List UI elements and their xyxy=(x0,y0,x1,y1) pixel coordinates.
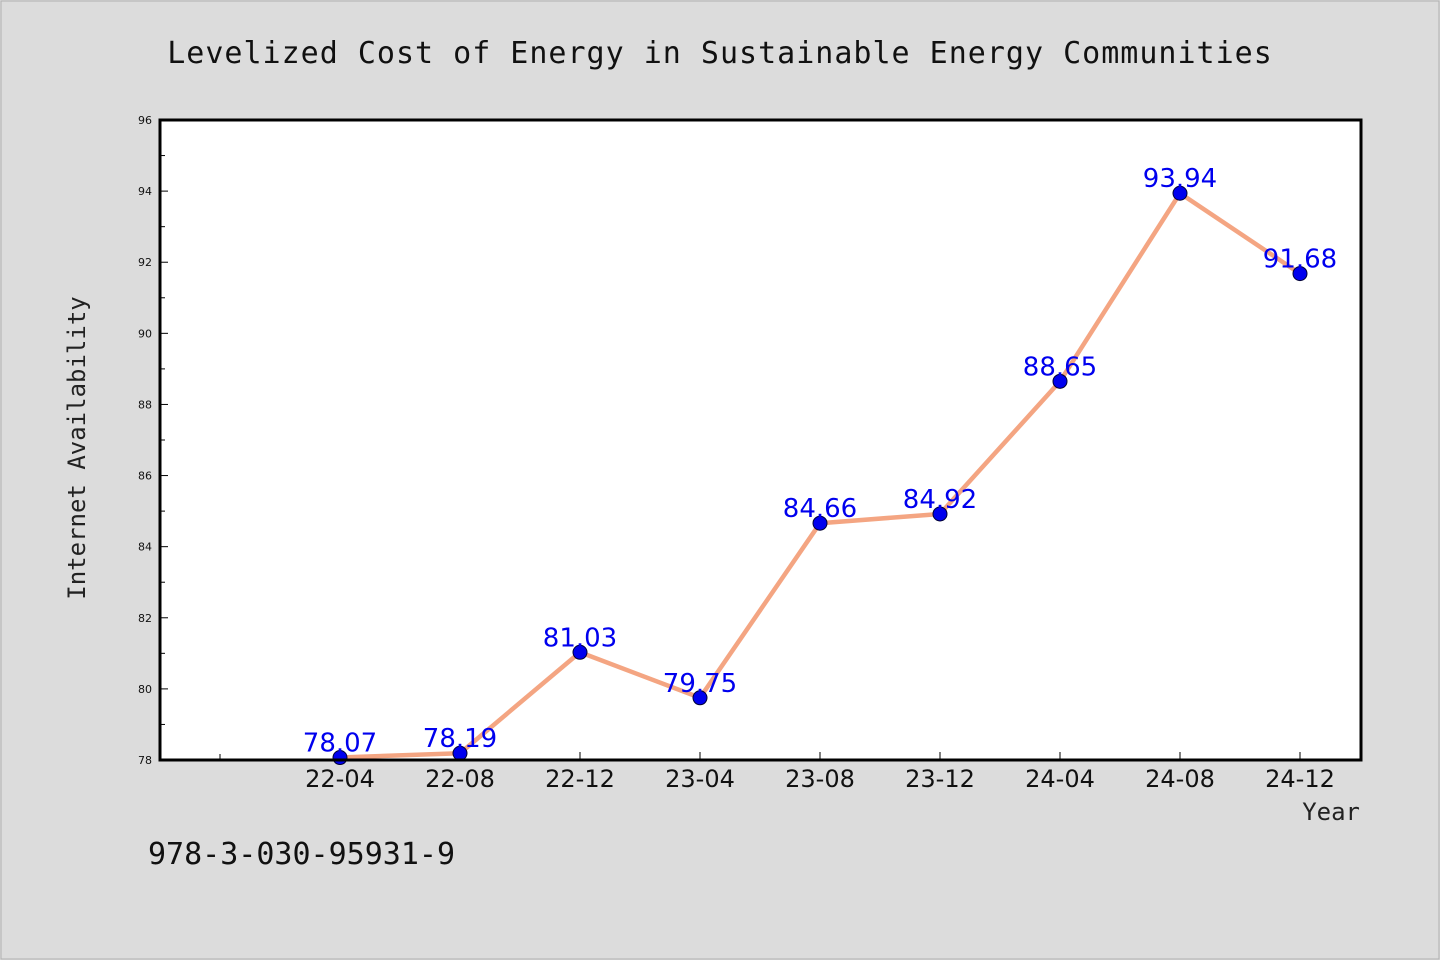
x-tick-label: 24-12 xyxy=(1265,765,1335,793)
y-tick-label: 94 xyxy=(138,185,152,198)
data-label: 88.65 xyxy=(1023,352,1097,382)
y-tick-label: 82 xyxy=(138,612,152,625)
data-point xyxy=(692,690,708,706)
data-point xyxy=(1292,266,1308,282)
y-tick-label: 96 xyxy=(138,114,152,127)
data-label: 81.03 xyxy=(543,623,617,653)
x-tick-label: 22-12 xyxy=(545,765,615,793)
chart-title: Levelized Cost of Energy in Sustainable … xyxy=(167,36,1273,71)
x-tick-label: 24-08 xyxy=(1145,765,1215,793)
plot-area xyxy=(160,120,1361,760)
data-label: 93.94 xyxy=(1143,164,1217,194)
data-point xyxy=(932,506,948,522)
x-tick-label: 23-04 xyxy=(665,765,735,793)
plot-frame xyxy=(158,118,1363,762)
y-tick-label: 90 xyxy=(138,327,152,340)
y-tick-label: 84 xyxy=(138,541,152,554)
x-tick-label: 22-08 xyxy=(425,765,495,793)
data-label: 84.92 xyxy=(903,485,977,515)
y-tick-label: 92 xyxy=(138,256,152,269)
data-label: 78.19 xyxy=(423,724,497,754)
data-point xyxy=(812,515,828,531)
isbn-text: 978-3-030-95931-9 xyxy=(148,837,455,872)
y-tick-label: 78 xyxy=(138,754,152,767)
data-point xyxy=(1172,185,1188,201)
x-axis: 22-04 22-08 22-12 23-04 23-08 23-12 24-04 24-08… xyxy=(219,752,1335,793)
data-label: 91.68 xyxy=(1263,245,1337,275)
series-layer: 78.07 78.19 81.03 79.75 84.66 84.92 88.65 93.94… xyxy=(303,164,1337,766)
data-point xyxy=(572,644,588,660)
data-label: 79.75 xyxy=(663,669,737,699)
y-tick-label: 86 xyxy=(138,470,152,483)
x-tick-label: 22-04 xyxy=(305,765,375,793)
x-axis-label: Year xyxy=(1302,798,1360,826)
x-tick-label: 23-12 xyxy=(905,765,975,793)
x-tick-label: 24-04 xyxy=(1025,765,1095,793)
x-tick-label: 23-08 xyxy=(785,765,855,793)
data-label: 78.07 xyxy=(303,729,377,759)
data-point xyxy=(1052,373,1068,389)
y-tick-label: 80 xyxy=(138,683,152,696)
y-tick-label: 88 xyxy=(138,398,152,411)
data-label: 84.66 xyxy=(783,494,857,524)
y-axis-label: Internet Availability xyxy=(63,296,91,599)
